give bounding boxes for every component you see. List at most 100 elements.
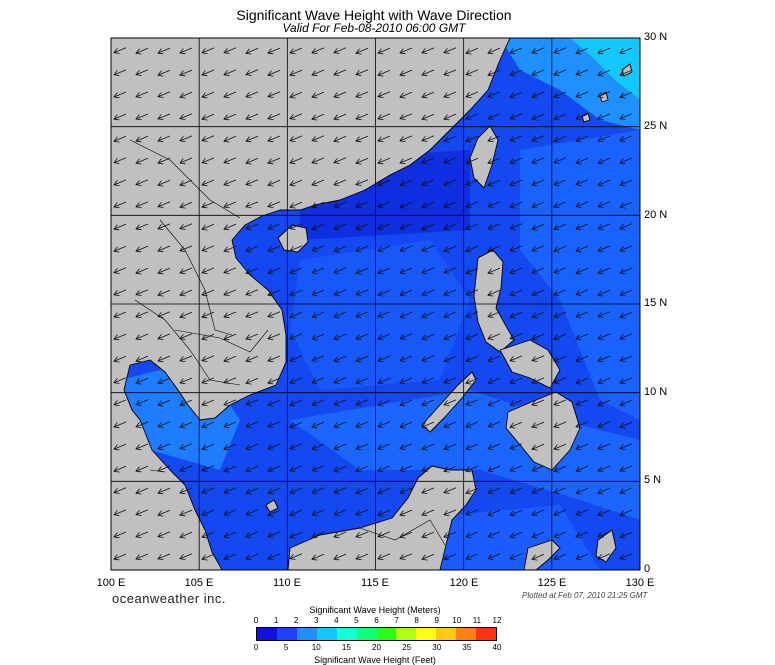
- wave-arrow: [444, 443, 457, 449]
- wave-arrow: [510, 553, 523, 559]
- wave-arrow: [466, 443, 479, 449]
- wave-arrow: [246, 487, 259, 493]
- wave-arrow: [598, 267, 611, 273]
- wave-arrow: [598, 553, 611, 559]
- wave-arrow: [532, 69, 545, 75]
- wave-arrow: [576, 531, 589, 537]
- lon-label-120e: 120 E: [449, 577, 479, 589]
- wave-arrow: [136, 201, 149, 207]
- wave-arrow: [554, 113, 567, 119]
- wave-arrow: [444, 113, 457, 119]
- wave-arrow: [246, 47, 259, 53]
- wave-arrow: [378, 465, 391, 471]
- wave-arrow: [136, 113, 149, 119]
- legend-meters-title: Significant Wave Height (Meters): [309, 605, 441, 615]
- wave-arrow: [268, 465, 281, 471]
- wave-arrow: [444, 355, 457, 361]
- wave-arrow: [576, 201, 589, 207]
- wave-arrow: [532, 553, 545, 559]
- wave-arrow: [532, 201, 545, 207]
- wave-arrow: [422, 377, 435, 383]
- wave-arrow: [466, 399, 479, 405]
- wave-arrow: [180, 465, 193, 471]
- wave-arrow: [356, 179, 369, 185]
- wave-arrow: [246, 245, 259, 251]
- wave-arrow: [180, 69, 193, 75]
- wave-arrow: [312, 179, 325, 185]
- wave-arrow: [444, 289, 457, 295]
- wave-arrow: [598, 443, 611, 449]
- wave-arrow: [114, 443, 127, 449]
- wave-arrow: [224, 135, 237, 141]
- wave-arrow: [554, 465, 567, 471]
- wave-arrow: [136, 179, 149, 185]
- wave-arrow: [532, 443, 545, 449]
- wave-arrow: [224, 553, 237, 559]
- wave-arrow: [510, 267, 523, 273]
- wave-arrow: [136, 267, 149, 273]
- wave-arrow: [334, 399, 347, 405]
- wave-arrow: [554, 553, 567, 559]
- chart-title: Significant Wave Height with Wave Direct…: [236, 7, 512, 23]
- wave-arrow: [488, 47, 501, 53]
- wave-arrow: [114, 47, 127, 53]
- wave-arrow: [268, 289, 281, 295]
- wave-arrow: [532, 509, 545, 515]
- wave-arrow: [576, 267, 589, 273]
- wave-arrow: [510, 91, 523, 97]
- wave-arrow: [114, 179, 127, 185]
- wave-arrow: [554, 201, 567, 207]
- wave-arrow: [268, 223, 281, 229]
- luzon-island: [473, 249, 515, 353]
- wave-arrow: [422, 267, 435, 273]
- wave-arrow: [576, 487, 589, 493]
- wave-arrow: [598, 157, 611, 163]
- wave-arrow: [180, 487, 193, 493]
- wave-arrow: [334, 289, 347, 295]
- wave-arrow: [620, 245, 633, 251]
- wave-arrow: [378, 377, 391, 383]
- wave-arrow: [620, 289, 633, 295]
- wave-arrow: [620, 179, 633, 185]
- wave-arrow: [202, 399, 215, 405]
- wave-arrow: [114, 421, 127, 427]
- colorbar-segment: [336, 628, 358, 640]
- wave-arrow: [224, 179, 237, 185]
- wave-arrow: [202, 377, 215, 383]
- wave-arrow: [488, 245, 501, 251]
- wave-arrow: [598, 69, 611, 75]
- wave-arrow: [620, 443, 633, 449]
- wave-arrow: [114, 201, 127, 207]
- wave-arrow: [290, 245, 303, 251]
- wave-arrow: [532, 113, 545, 119]
- wave-arrow: [202, 113, 215, 119]
- wave-arrow: [576, 333, 589, 339]
- wave-arrow: [136, 333, 149, 339]
- natuna-island: [265, 499, 279, 513]
- wave-arrow: [378, 157, 391, 163]
- wave-arrow: [598, 399, 611, 405]
- wave-arrow: [224, 47, 237, 53]
- wave-arrow: [510, 289, 523, 295]
- wave-arrow: [532, 377, 545, 383]
- wave-arrow: [466, 179, 479, 185]
- wave-arrow: [246, 465, 259, 471]
- wave-arrow: [422, 157, 435, 163]
- wave-arrow: [400, 421, 413, 427]
- wave-arrow: [334, 245, 347, 251]
- wave-arrow: [554, 289, 567, 295]
- wave-arrow: [290, 157, 303, 163]
- wave-arrow: [180, 223, 193, 229]
- wave-arrow: [378, 69, 391, 75]
- wave-arrow: [312, 245, 325, 251]
- wave-arrow: [334, 267, 347, 273]
- wave-arrow: [202, 443, 215, 449]
- wave-arrow: [554, 509, 567, 515]
- wave-arrow: [290, 531, 303, 537]
- wave-arrow: [378, 113, 391, 119]
- wave-arrow: [444, 311, 457, 317]
- wave-arrow: [136, 91, 149, 97]
- wave-arrow: [400, 47, 413, 53]
- country-border: [134, 299, 241, 386]
- wave-arrow: [334, 201, 347, 207]
